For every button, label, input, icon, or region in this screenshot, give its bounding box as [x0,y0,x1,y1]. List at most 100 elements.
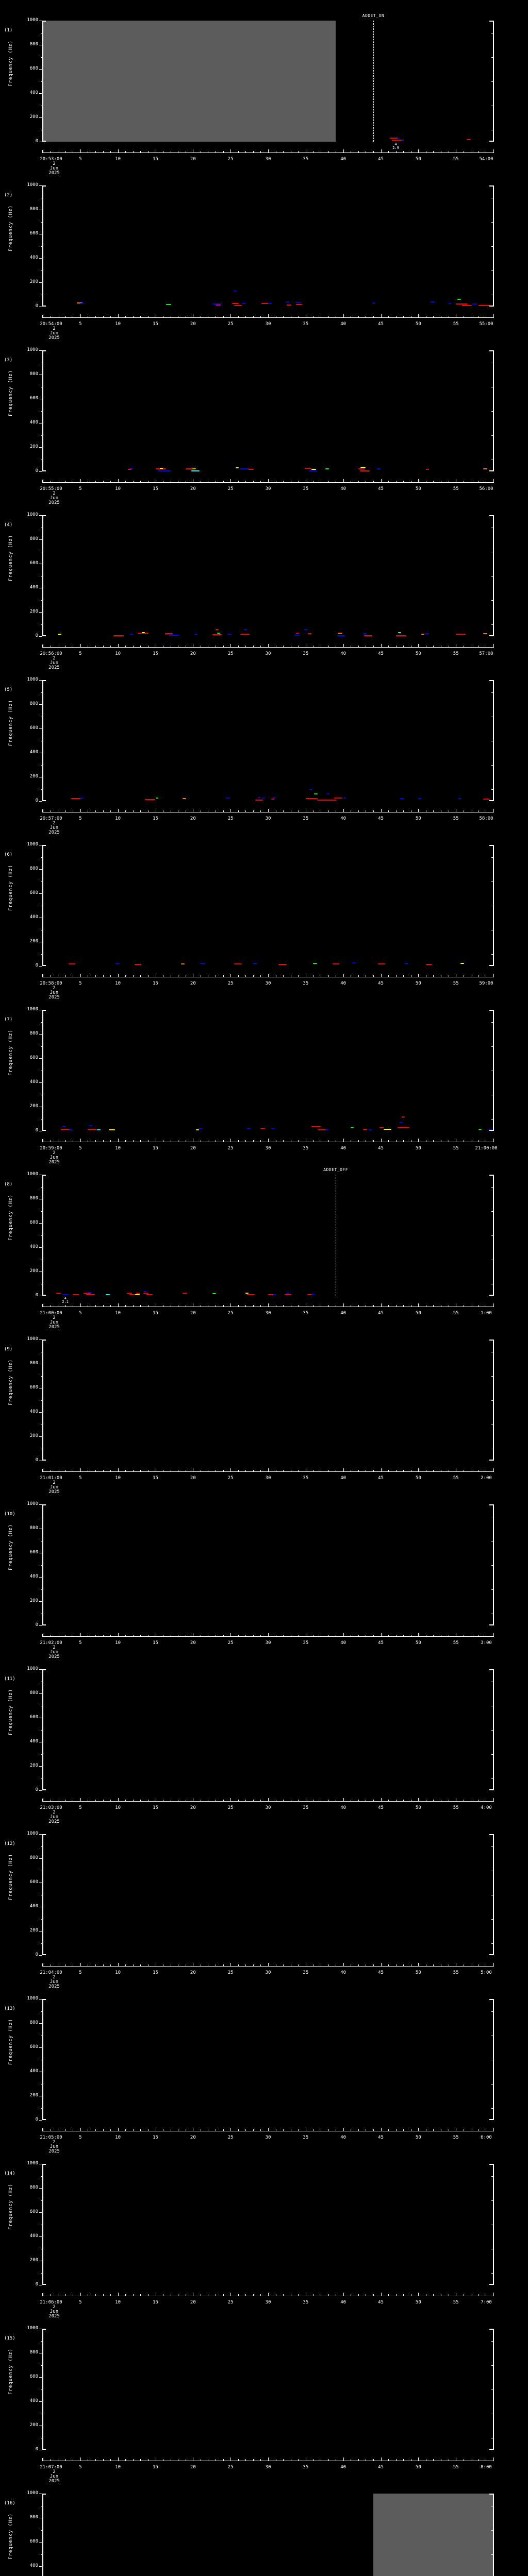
plot-area[interactable] [42,680,494,801]
plot-area[interactable] [42,845,494,966]
plot-area[interactable] [42,1340,494,1461]
x-tick [478,1470,479,1471]
y-axis-cap [489,2449,493,2450]
x-tick-label: 40 [340,651,346,656]
y-axis-right-spine [493,350,494,471]
detection-trace [318,1129,327,1130]
detection-trace [155,797,159,799]
x-tick-label: 5 [79,816,82,821]
x-tick-label: 30 [265,2135,271,2140]
plot-area[interactable] [42,21,494,142]
panel-15: (15) Frequency (Hz) 0 200 400 600 800 1000 21:07… [0,2317,528,2484]
x-tick [433,1800,434,1801]
panel-index-label: (8) [4,1182,13,1187]
detection-trace [271,799,274,800]
x-tick-label: 55 [453,486,459,492]
detection-trace [71,798,80,799]
x-tick [381,1468,382,1471]
y-axis-title: Frequency (Hz) [8,1194,13,1241]
detection-trace [377,468,381,470]
detection-trace [489,1128,492,1130]
detection-trace [425,633,429,635]
y-axis-left-spine [42,1669,43,1790]
x-tick [493,1963,494,1966]
y-tick-minor [491,1846,493,1847]
x-axis-date-stack: 2 Jun 2025 [48,161,60,176]
x-tick [65,646,66,647]
plot-box: 0 200 400 600 800 1000 [27,1667,494,1792]
y-tick [39,1834,42,1835]
x-tick [343,1468,344,1471]
x-tick [125,151,126,152]
plot-area[interactable] [42,1175,494,1296]
plot-area[interactable] [42,1834,494,1955]
x-tick [118,644,119,647]
x-tick [133,1800,134,1801]
y-tick-minor [41,1730,42,1731]
x-tick [118,1963,119,1966]
x-tick-label: 35 [303,2465,309,2470]
y-tick-label: 400 [29,1409,38,1414]
y-tick-minor [491,1118,493,1120]
x-tick [238,2294,239,2296]
x-tick [103,2459,104,2461]
panel-12: (12) Frequency (Hz) 0 200 400 600 800 1000 21:04… [0,1823,528,1989]
detection-trace [109,1129,115,1130]
y-tick-minor [41,1046,42,1047]
x-tick-label: 5 [79,157,82,162]
y-tick [39,1504,42,1505]
y-axis-right-spine [493,680,494,801]
x-tick-label: 5 [79,1640,82,1646]
plot-area[interactable] [42,1999,494,2120]
x-tick [373,1800,374,1801]
x-tick [403,1470,404,1471]
y-axis-cap [42,1999,46,2000]
x-tick-label: 25 [227,321,234,327]
detection-trace [73,1294,79,1296]
x-tick [125,646,126,647]
plot-area[interactable] [42,2494,494,2576]
y-tick [39,1247,42,1248]
x-tick [110,646,111,647]
detection-trace [262,798,266,799]
y-axis-right-spine [493,845,494,966]
x-tick-label: 10 [115,157,121,162]
detection-trace [369,1129,372,1130]
y-tick-minor [491,2530,493,2531]
y-tick-label: 1000 [27,842,38,847]
x-tick [245,2294,246,2296]
x-tick [403,481,404,482]
x-tick [395,2129,397,2131]
x-tick [403,810,404,812]
y-tick-label: 1000 [27,1666,38,1671]
x-tick-label: 20 [190,651,196,656]
x-tick-label: 45 [378,2465,384,2470]
panel-16: (16)Frequency (Hz)0200400600800100021:08… [0,2482,528,2576]
x-tick-label: 45 [378,1805,384,1810]
x-tick [268,149,269,152]
x-tick [358,2459,359,2461]
plot-area[interactable] [42,515,494,636]
x-tick [381,314,382,317]
y-tick [39,1436,42,1437]
y-tick [39,1625,42,1626]
plot-area[interactable] [42,2164,494,2285]
plot-area[interactable] [42,350,494,471]
x-tick-label: 30 [265,1640,271,1646]
plot-area[interactable] [42,2329,494,2450]
plot-area[interactable] [42,185,494,307]
x-tick [493,644,494,647]
y-axis-right-spine [493,1834,494,1955]
x-tick [110,2459,111,2461]
x-tick [418,644,419,647]
plot-area[interactable] [42,1010,494,1131]
x-tick [433,151,434,152]
plot-area[interactable] [42,1669,494,1790]
plot-area[interactable] [42,1504,494,1625]
x-tick [358,151,359,152]
x-tick [238,481,239,482]
y-axis-cap [42,965,46,966]
y-tick-minor [41,2365,42,2366]
x-tick [133,1305,134,1307]
detection-trace [358,468,365,469]
